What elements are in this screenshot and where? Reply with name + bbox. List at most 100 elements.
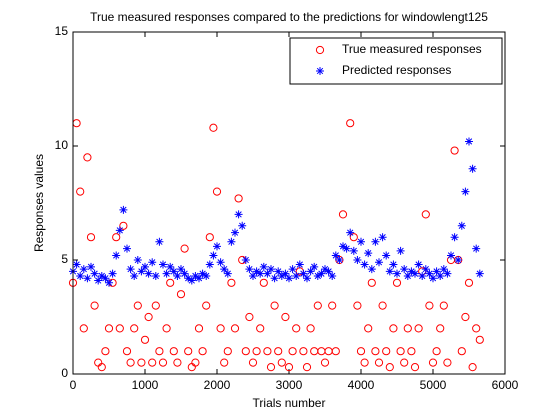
circle-marker xyxy=(299,347,308,356)
asterisk-marker xyxy=(119,205,128,214)
asterisk-marker xyxy=(267,265,275,274)
legend-label: Predicted responses xyxy=(342,63,451,77)
x-tick-label: 0 xyxy=(70,378,77,392)
asterisk-marker xyxy=(101,274,110,283)
asterisk-marker xyxy=(346,228,355,237)
asterisk-marker xyxy=(328,271,337,280)
circle-marker xyxy=(439,301,448,310)
circle-marker xyxy=(256,324,265,333)
asterisk-marker xyxy=(339,242,347,251)
asterisk-marker xyxy=(245,265,254,274)
asterisk-marker xyxy=(436,271,445,280)
asterisk-marker xyxy=(108,269,117,278)
asterisk-marker xyxy=(177,265,185,274)
asterisk-marker xyxy=(159,260,167,269)
circle-marker xyxy=(194,324,204,333)
circle-marker xyxy=(248,358,258,367)
asterisk-marker xyxy=(76,271,85,280)
circle-marker xyxy=(475,335,484,344)
circle-marker xyxy=(302,363,312,372)
asterisk-marker xyxy=(198,269,207,278)
asterisk-marker xyxy=(195,274,203,283)
circle-marker xyxy=(122,347,132,356)
asterisk-marker xyxy=(191,271,200,280)
asterisk-marker xyxy=(324,267,333,276)
circle-marker xyxy=(443,358,452,367)
axes-frame xyxy=(72,31,506,375)
asterisk-marker xyxy=(130,271,139,280)
legend-box xyxy=(289,37,503,85)
asterisk-marker xyxy=(349,246,358,255)
circle-marker xyxy=(421,210,430,219)
circle-marker xyxy=(97,363,106,372)
circle-marker xyxy=(288,347,297,356)
circle-marker xyxy=(410,363,420,372)
circle-marker xyxy=(151,301,160,310)
asterisk-marker xyxy=(227,237,236,246)
circle-marker xyxy=(83,153,92,162)
circle-marker xyxy=(126,358,135,367)
circle-marker xyxy=(349,233,358,242)
asterisk-marker xyxy=(303,274,311,283)
circle-marker xyxy=(144,312,153,322)
asterisk-marker xyxy=(425,269,434,278)
circle-marker xyxy=(259,278,268,287)
asterisk-marker xyxy=(94,276,103,285)
legend-marker xyxy=(315,45,325,55)
legend: True measured responses Predicted respons… xyxy=(289,37,503,85)
asterisk-marker xyxy=(162,269,171,278)
asterisk-marker xyxy=(357,237,365,246)
circle-marker xyxy=(356,347,366,356)
circle-marker xyxy=(191,358,200,367)
circle-marker xyxy=(162,324,171,333)
circle-marker xyxy=(223,347,232,356)
asterisk-marker xyxy=(126,265,135,274)
asterisk-marker xyxy=(457,221,466,230)
asterisk-marker xyxy=(317,269,326,278)
asterisk-marker xyxy=(105,278,113,287)
asterisk-marker xyxy=(87,262,95,271)
circle-marker xyxy=(320,358,330,367)
circle-marker xyxy=(155,347,164,356)
circle-marker xyxy=(472,324,481,333)
asterisk-marker xyxy=(400,265,409,274)
circle-marker xyxy=(130,324,139,333)
asterisk-marker xyxy=(209,251,218,260)
circle-marker xyxy=(184,347,193,356)
circle-marker xyxy=(158,358,168,367)
asterisk-marker xyxy=(263,269,272,278)
asterisk-marker xyxy=(213,242,221,251)
asterisk-marker xyxy=(180,269,189,278)
circle-marker xyxy=(252,347,261,356)
asterisk-marker xyxy=(184,274,193,283)
asterisk-marker xyxy=(310,262,319,271)
circle-marker xyxy=(202,301,211,310)
circle-marker xyxy=(133,301,142,310)
x-tick-label: 2000 xyxy=(204,378,231,392)
x-tick-label: 5000 xyxy=(420,378,447,392)
circle-marker xyxy=(367,278,376,287)
asterisk-marker xyxy=(205,260,214,269)
circle-marker xyxy=(209,123,218,132)
asterisk-marker xyxy=(231,228,239,237)
circle-marker xyxy=(266,363,276,372)
circle-marker xyxy=(234,194,243,203)
circle-marker xyxy=(115,324,124,333)
circle-marker xyxy=(86,233,96,242)
asterisk-marker xyxy=(220,265,229,274)
asterisk-marker xyxy=(238,221,247,230)
circle-marker xyxy=(378,301,387,310)
asterisk-marker xyxy=(216,258,225,267)
circle-marker xyxy=(414,324,423,333)
asterisk-marker xyxy=(223,269,232,278)
circle-marker xyxy=(140,335,150,344)
y-axis-label: Responses values xyxy=(32,154,46,252)
circle-marker xyxy=(220,358,229,367)
asterisk-marker xyxy=(299,269,308,278)
asterisk-marker xyxy=(90,269,99,278)
circle-marker xyxy=(338,210,348,219)
asterisk-marker xyxy=(421,265,430,274)
asterisk-marker xyxy=(313,271,322,280)
circle-marker xyxy=(79,324,88,333)
circle-marker xyxy=(385,363,394,372)
